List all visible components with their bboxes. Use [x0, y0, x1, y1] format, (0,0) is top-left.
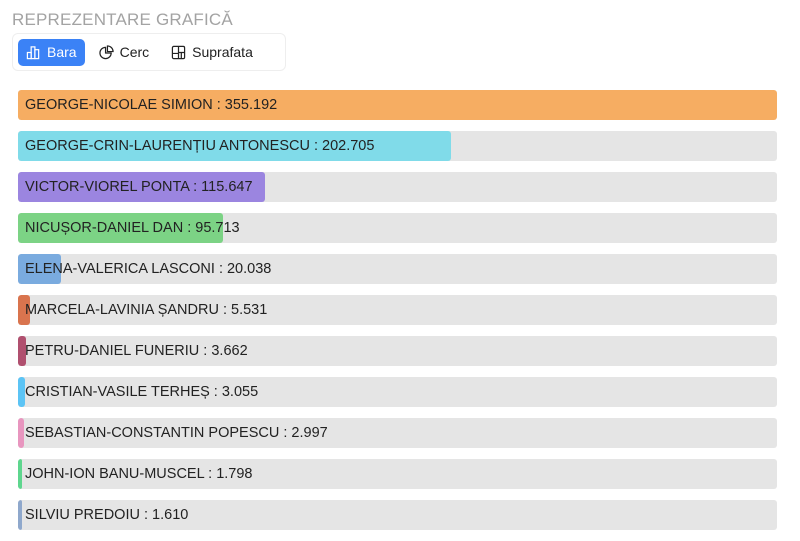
bar-row: SEBASTIAN-CONSTANTIN POPESCU : 2.997	[18, 418, 777, 448]
tab-label: Bara	[47, 44, 77, 60]
bar-label: PETRU-DANIEL FUNERIU : 3.662	[25, 343, 248, 359]
bar	[18, 254, 61, 284]
bar-label: NICUȘOR-DANIEL DAN : 95.713	[25, 220, 240, 236]
tab-label: Cerc	[119, 44, 150, 60]
tab-suprafata[interactable]: Suprafata	[163, 39, 261, 66]
tab-label: Suprafata	[192, 44, 253, 60]
bar-label: SILVIU PREDOIU : 1.610	[25, 507, 189, 523]
bar-row: VICTOR-VIOREL PONTA : 115.647	[18, 172, 777, 202]
bar-row: MARCELA-LAVINIA ȘANDRU : 5.531	[18, 295, 777, 325]
bar-label: ELENA-VALERICA LASCONI : 20.038	[25, 261, 272, 277]
bar	[18, 377, 25, 407]
bar-chart: GEORGE-NICOLAE SIMION : 355.192 GEORGE-CR…	[18, 90, 777, 541]
bar-row: ELENA-VALERICA LASCONI : 20.038	[18, 254, 777, 284]
bar	[18, 90, 777, 120]
tab-cerc[interactable]: Cerc	[91, 39, 158, 66]
chart-type-tabs: Bara Cerc Suprafata	[12, 33, 286, 71]
bar-row: GEORGE-CRIN-LAURENȚIU ANTONESCU : 202.70…	[18, 131, 777, 161]
bar	[18, 213, 223, 243]
bar-label: GEORGE-NICOLAE SIMION : 355.192	[25, 97, 278, 113]
bar-row: CRISTIAN-VASILE TERHEȘ : 3.055	[18, 377, 777, 407]
bar-row: PETRU-DANIEL FUNERIU : 3.662	[18, 336, 777, 366]
bar	[18, 172, 266, 202]
bar-label: GEORGE-CRIN-LAURENȚIU ANTONESCU : 202.70…	[25, 138, 375, 154]
bar-label: JOHN-ION BANU-MUSCEL : 1.798	[25, 466, 253, 482]
treemap-icon	[171, 45, 186, 59]
pie-chart-icon	[98, 44, 114, 59]
bar-label: SEBASTIAN-CONSTANTIN POPESCU : 2.997	[25, 425, 328, 441]
bar	[18, 295, 30, 325]
section-title: REPREZENTARE GRAFICĂ	[12, 10, 233, 29]
bar-label: CRISTIAN-VASILE TERHEȘ : 3.055	[25, 384, 259, 400]
bar-row: SILVIU PREDOIU : 1.610	[18, 500, 777, 530]
bar	[18, 459, 22, 489]
bar-label: MARCELA-LAVINIA ȘANDRU : 5.531	[25, 302, 268, 318]
bar-row: NICUȘOR-DANIEL DAN : 95.713	[18, 213, 777, 243]
bar	[18, 500, 22, 530]
bar-row: GEORGE-NICOLAE SIMION : 355.192	[18, 90, 777, 120]
bar	[18, 131, 452, 161]
tab-bara[interactable]: Bara	[18, 38, 85, 66]
bar-label: VICTOR-VIOREL PONTA : 115.647	[25, 179, 253, 195]
bar	[18, 336, 26, 366]
bar	[18, 418, 25, 448]
bar-chart-icon	[26, 45, 40, 59]
bar-row: JOHN-ION BANU-MUSCEL : 1.798	[18, 459, 777, 489]
